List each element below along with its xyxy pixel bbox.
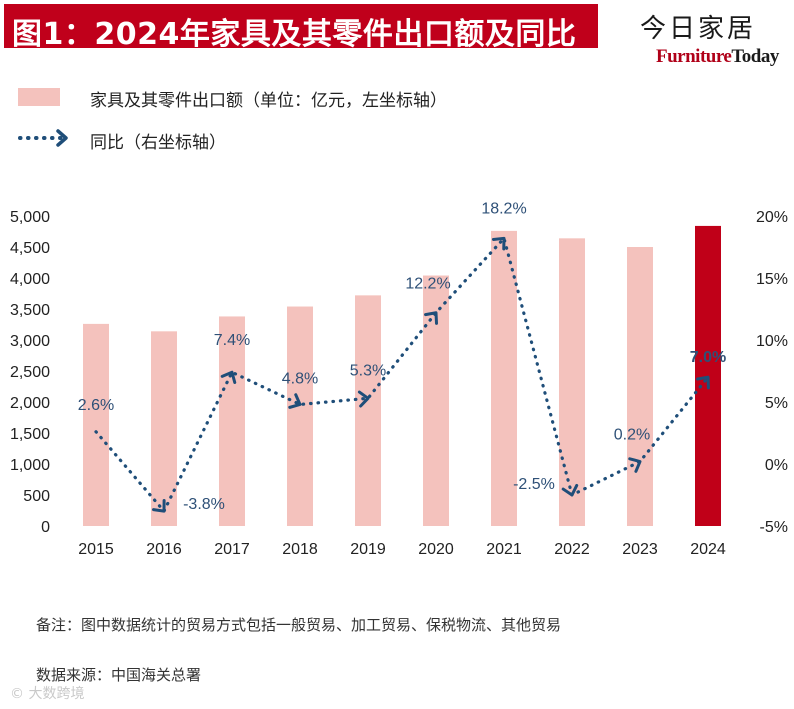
x-tick-label: 2024 — [690, 541, 726, 558]
title-banner: 图1：2024年家具及其零件出口额及同比 — [4, 4, 598, 52]
yoy-label-2019: 5.3% — [350, 362, 386, 379]
left-tick-label: 3,000 — [10, 333, 50, 350]
left-tick-label: 2,500 — [10, 364, 50, 381]
x-tick-label: 2023 — [622, 541, 658, 558]
brand-logo-part-furniture: Furniture — [656, 46, 732, 67]
brand-logo-chinese: 今日家居 — [640, 14, 757, 44]
left-tick-label: 0 — [41, 519, 50, 536]
yoy-point-2016 — [151, 498, 166, 513]
brand-logo-part-today: Today — [731, 46, 779, 67]
left-tick-label: 3,500 — [10, 302, 50, 319]
bar-2017 — [219, 316, 245, 526]
left-tick-label: 1,000 — [10, 457, 50, 474]
yoy-label-2023: 0.2% — [614, 427, 650, 444]
bar-series — [83, 225, 721, 527]
line-series — [94, 236, 710, 513]
x-tick-label: 2021 — [486, 541, 522, 558]
right-tick-label: 20% — [756, 209, 788, 226]
line-data-labels: 2.6% -3.8% 7.4% 4.8% 5.3% 12.2% 18.2% -2.5% 0.2%… — [78, 200, 726, 513]
left-axis: 0 500 1,000 1,500 2,000 2,500 3,000 3,500 4,000 4… — [10, 209, 50, 536]
left-tick-label: 500 — [23, 488, 50, 505]
yoy-label-2017: 7.4% — [214, 332, 250, 349]
x-tick-label: 2020 — [418, 541, 454, 558]
right-tick-label: 5% — [765, 395, 788, 412]
yoy-label-2021: 18.2% — [481, 200, 526, 217]
yoy-point-2021 — [491, 236, 506, 251]
yoy-point-2018 — [288, 393, 302, 409]
yoy-label-2024: 7.0% — [690, 349, 726, 366]
yoy-point-2023 — [628, 457, 642, 473]
left-tick-label: 2,000 — [10, 395, 50, 412]
legend-arrow-icon — [56, 129, 68, 147]
legend-line-swatch — [18, 129, 68, 147]
bar-2016 — [151, 331, 177, 526]
bar-2022 — [559, 238, 585, 526]
right-tick-label: 0% — [765, 457, 788, 474]
x-tick-label: 2019 — [350, 541, 386, 558]
yoy-label-2022: -2.5% — [513, 476, 555, 493]
yoy-point-2022 — [561, 483, 579, 497]
bar-2021 — [491, 230, 517, 526]
yoy-point-2024 — [696, 375, 710, 390]
left-tick-label: 4,000 — [10, 271, 50, 288]
footnote: 备注：图中数据统计的贸易方式包括一般贸易、加工贸易、保税物流、其他贸易 — [36, 616, 562, 634]
bar-2019 — [355, 295, 381, 526]
left-tick-label: 5,000 — [10, 209, 50, 226]
x-tick-label: 2015 — [78, 541, 114, 558]
right-axis: -5% 0% 5% 10% 15% 20% — [756, 209, 788, 536]
yoy-point-2019 — [357, 390, 370, 408]
data-source: 数据来源：中国海关总署 — [36, 666, 202, 684]
right-tick-label: -5% — [760, 519, 788, 536]
yoy-label-2020: 12.2% — [405, 276, 450, 293]
brand-logo-english: FurnitureToday — [656, 46, 779, 68]
x-tick-label: 2022 — [554, 541, 590, 558]
x-tick-label: 2016 — [146, 541, 182, 558]
yoy-label-2016: -3.8% — [183, 496, 225, 513]
yoy-label-2015: 2.6% — [78, 397, 114, 414]
legend-line-label: 同比（右坐标轴） — [90, 133, 226, 153]
right-tick-label: 10% — [756, 333, 788, 350]
legend-bar-swatch — [18, 88, 60, 106]
watermark-icon: © 大数跨境 — [10, 686, 85, 702]
right-tick-label: 15% — [756, 271, 788, 288]
x-tick-label: 2017 — [214, 541, 250, 558]
yoy-line — [94, 236, 710, 513]
yoy-label-2018: 4.8% — [282, 370, 318, 387]
bar-2023 — [627, 247, 653, 526]
chart-title: 图1：2024年家具及其零件出口额及同比 — [12, 17, 577, 52]
x-tick-label: 2018 — [282, 541, 318, 558]
bar-2015 — [83, 323, 109, 526]
left-tick-label: 4,500 — [10, 240, 50, 257]
legend-bar-label: 家具及其零件出口额（单位：亿元，左坐标轴） — [90, 91, 447, 111]
yoy-point-2017 — [220, 370, 237, 385]
left-tick-label: 1,500 — [10, 426, 50, 443]
x-axis: 2015 2016 2017 2018 2019 2020 2021 2022 2023 2024 — [78, 541, 726, 558]
yoy-point-2020 — [424, 311, 439, 325]
bar-2018 — [287, 306, 313, 526]
